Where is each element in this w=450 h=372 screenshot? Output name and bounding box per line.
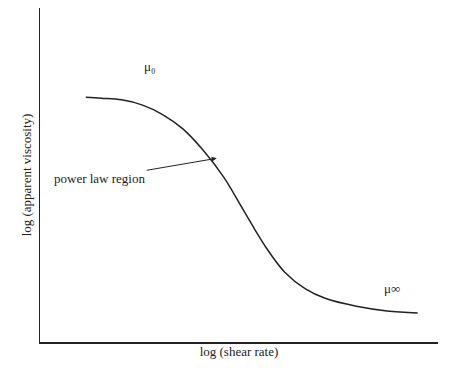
svg-text:log (apparent viscosity): log (apparent viscosity) bbox=[19, 114, 34, 237]
svg-text:μ∞: μ∞ bbox=[384, 281, 400, 296]
svg-text:power law region: power law region bbox=[54, 171, 145, 186]
svg-text:log (shear rate): log (shear rate) bbox=[200, 344, 279, 359]
svg-text:μ₀: μ₀ bbox=[144, 59, 156, 74]
